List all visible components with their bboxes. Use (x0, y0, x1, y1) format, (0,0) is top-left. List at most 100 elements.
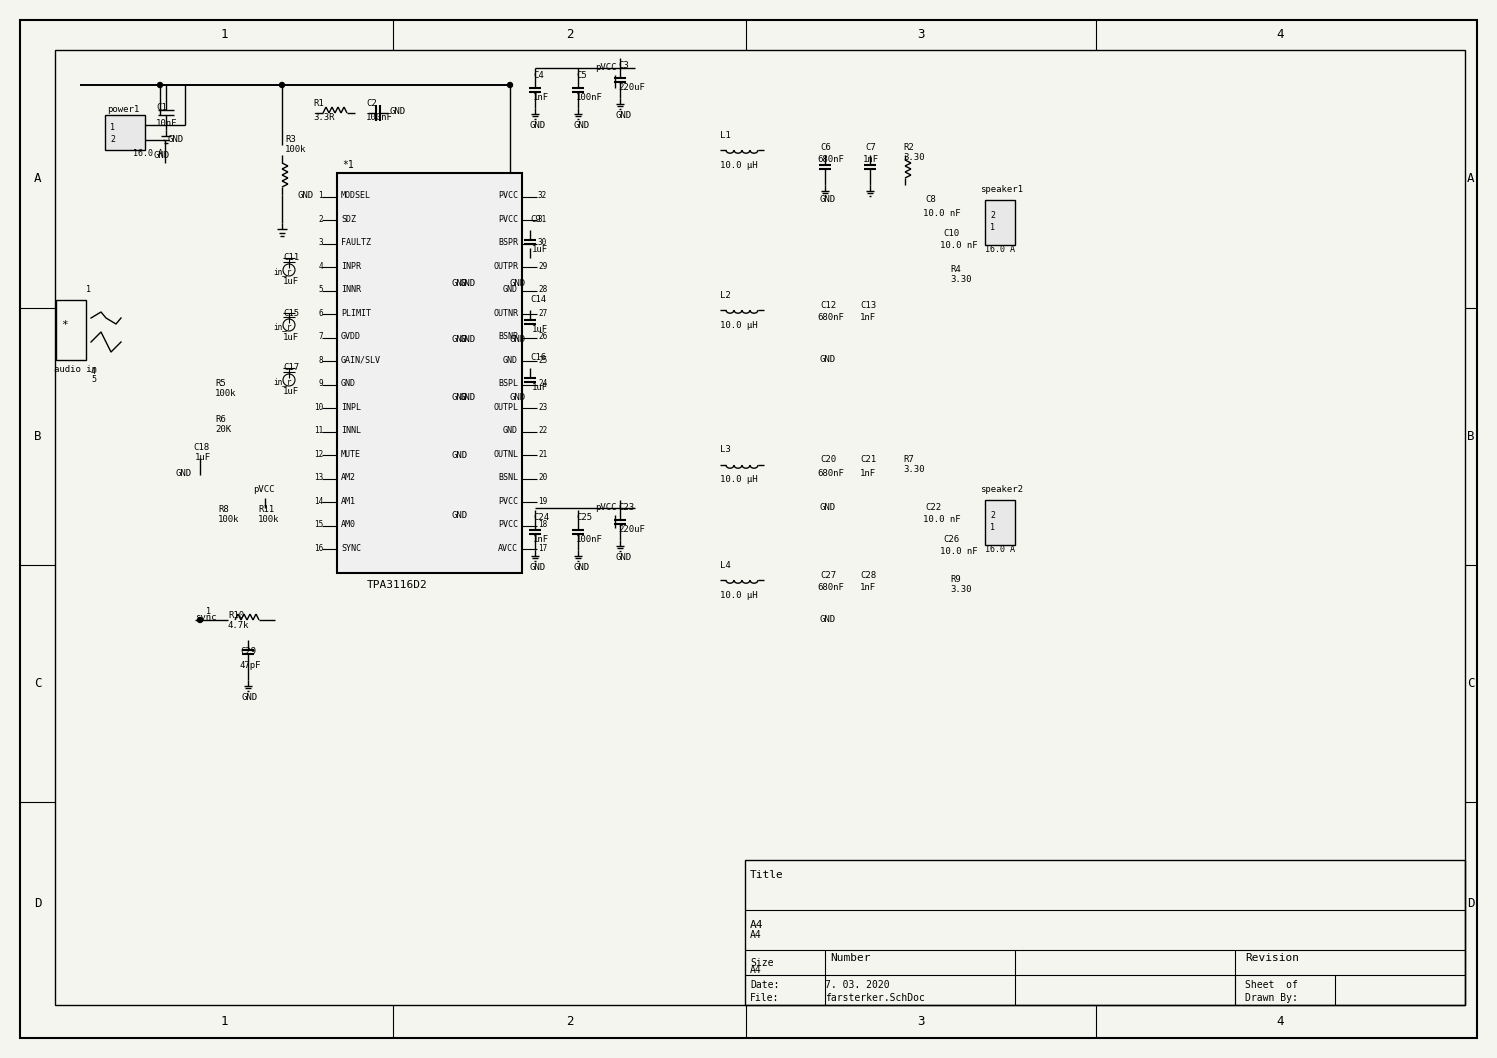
Text: 10.0 nF: 10.0 nF (940, 547, 978, 557)
Text: 10.0 nF: 10.0 nF (924, 515, 961, 525)
Text: R4: R4 (951, 266, 961, 274)
Text: INNR: INNR (341, 286, 361, 294)
Text: GND: GND (451, 278, 467, 288)
Text: GND: GND (451, 511, 467, 519)
Text: GND: GND (573, 122, 590, 130)
Text: AM1: AM1 (341, 497, 356, 506)
Text: R3: R3 (284, 135, 296, 145)
Bar (337, 174, 522, 573)
Text: L1: L1 (720, 130, 731, 140)
Text: C: C (34, 677, 42, 690)
Text: 1: 1 (207, 607, 211, 617)
Text: 10nF: 10nF (156, 118, 178, 128)
Text: 8: 8 (319, 355, 323, 365)
Text: audio in: audio in (54, 365, 97, 375)
Text: 11: 11 (314, 426, 323, 435)
Bar (746, 860, 1466, 1005)
Text: 1: 1 (220, 1015, 228, 1028)
Text: GND: GND (389, 107, 406, 115)
Text: A4: A4 (750, 965, 762, 975)
Text: Size: Size (750, 957, 774, 968)
Text: GND: GND (503, 426, 518, 435)
Text: 2: 2 (566, 1015, 573, 1028)
Text: pVCC: pVCC (594, 503, 617, 511)
Text: Revision: Revision (1246, 953, 1299, 963)
Text: 10.0 µH: 10.0 µH (720, 475, 757, 485)
Text: 1nF: 1nF (862, 156, 879, 164)
Text: BSNL: BSNL (499, 473, 518, 482)
Text: B: B (1467, 430, 1475, 443)
Text: Number: Number (829, 953, 870, 963)
Text: GND: GND (615, 111, 632, 121)
Text: 7. 03. 2020: 7. 03. 2020 (825, 980, 889, 990)
Text: PLIMIT: PLIMIT (341, 309, 371, 317)
Text: GND: GND (460, 335, 476, 345)
Text: GND: GND (451, 452, 467, 460)
Text: 1uF: 1uF (283, 387, 299, 397)
Text: *1: *1 (341, 160, 353, 170)
Text: GND: GND (573, 564, 590, 572)
Text: OUTPR: OUTPR (493, 261, 518, 271)
Text: 21: 21 (537, 450, 548, 459)
Text: GND: GND (510, 394, 525, 402)
Text: 32: 32 (537, 191, 548, 200)
Text: MODSEL: MODSEL (341, 191, 371, 200)
Text: D: D (34, 897, 42, 910)
Text: 4: 4 (1277, 29, 1284, 41)
Text: C24: C24 (533, 513, 549, 523)
Text: C25: C25 (576, 513, 593, 523)
Bar (985, 500, 1015, 545)
Text: C3: C3 (618, 61, 629, 71)
Text: 3.30: 3.30 (951, 275, 972, 285)
Text: 13: 13 (314, 473, 323, 482)
Text: 1: 1 (990, 524, 996, 532)
Text: 220uF: 220uF (618, 526, 645, 534)
Text: C20: C20 (820, 456, 837, 464)
Bar (105, 115, 145, 150)
Text: INPR: INPR (341, 261, 361, 271)
Text: 2: 2 (990, 211, 996, 219)
Text: L2: L2 (720, 291, 731, 299)
Text: 47pF: 47pF (240, 660, 262, 670)
Text: 100nF: 100nF (576, 93, 603, 103)
Text: GND: GND (460, 394, 476, 402)
Text: Drawn By:: Drawn By: (1246, 993, 1298, 1003)
Text: 19: 19 (537, 497, 548, 506)
Text: R5: R5 (216, 379, 226, 387)
Text: C22: C22 (925, 504, 942, 512)
Text: 10.0 µH: 10.0 µH (720, 321, 757, 329)
Text: 24: 24 (537, 379, 548, 388)
Text: 1nF: 1nF (859, 584, 876, 592)
Text: GVDD: GVDD (341, 332, 361, 342)
Text: 100k: 100k (219, 515, 240, 525)
Text: A: A (1467, 172, 1475, 185)
Text: PVCC: PVCC (499, 521, 518, 529)
Text: 1: 1 (109, 123, 115, 131)
Text: in_r: in_r (272, 268, 292, 276)
Text: GND: GND (451, 394, 467, 402)
Text: C11: C11 (283, 254, 299, 262)
Text: 6: 6 (319, 309, 323, 317)
Text: R11: R11 (257, 506, 274, 514)
Text: 10.0 nF: 10.0 nF (940, 240, 978, 250)
Text: C21: C21 (859, 456, 876, 464)
Text: 1nF: 1nF (859, 313, 876, 323)
Text: 1: 1 (85, 286, 91, 294)
Text: C7: C7 (865, 144, 876, 152)
Text: Sheet  of: Sheet of (1246, 980, 1298, 990)
Text: C29: C29 (240, 647, 256, 657)
Circle shape (280, 83, 284, 88)
Text: 5: 5 (91, 376, 96, 384)
Text: 100nF: 100nF (576, 535, 603, 545)
Text: GAIN/SLV: GAIN/SLV (341, 355, 382, 365)
Text: 3.30: 3.30 (951, 585, 972, 595)
Text: 30: 30 (537, 238, 548, 248)
Text: GND: GND (168, 135, 184, 145)
Text: GND: GND (820, 355, 837, 365)
Text: 26: 26 (537, 332, 548, 342)
Text: OUTPL: OUTPL (493, 403, 518, 412)
Text: 1nF: 1nF (859, 469, 876, 477)
Text: GND: GND (530, 564, 546, 572)
Text: 1nF: 1nF (533, 93, 549, 103)
Text: 1: 1 (990, 223, 996, 233)
